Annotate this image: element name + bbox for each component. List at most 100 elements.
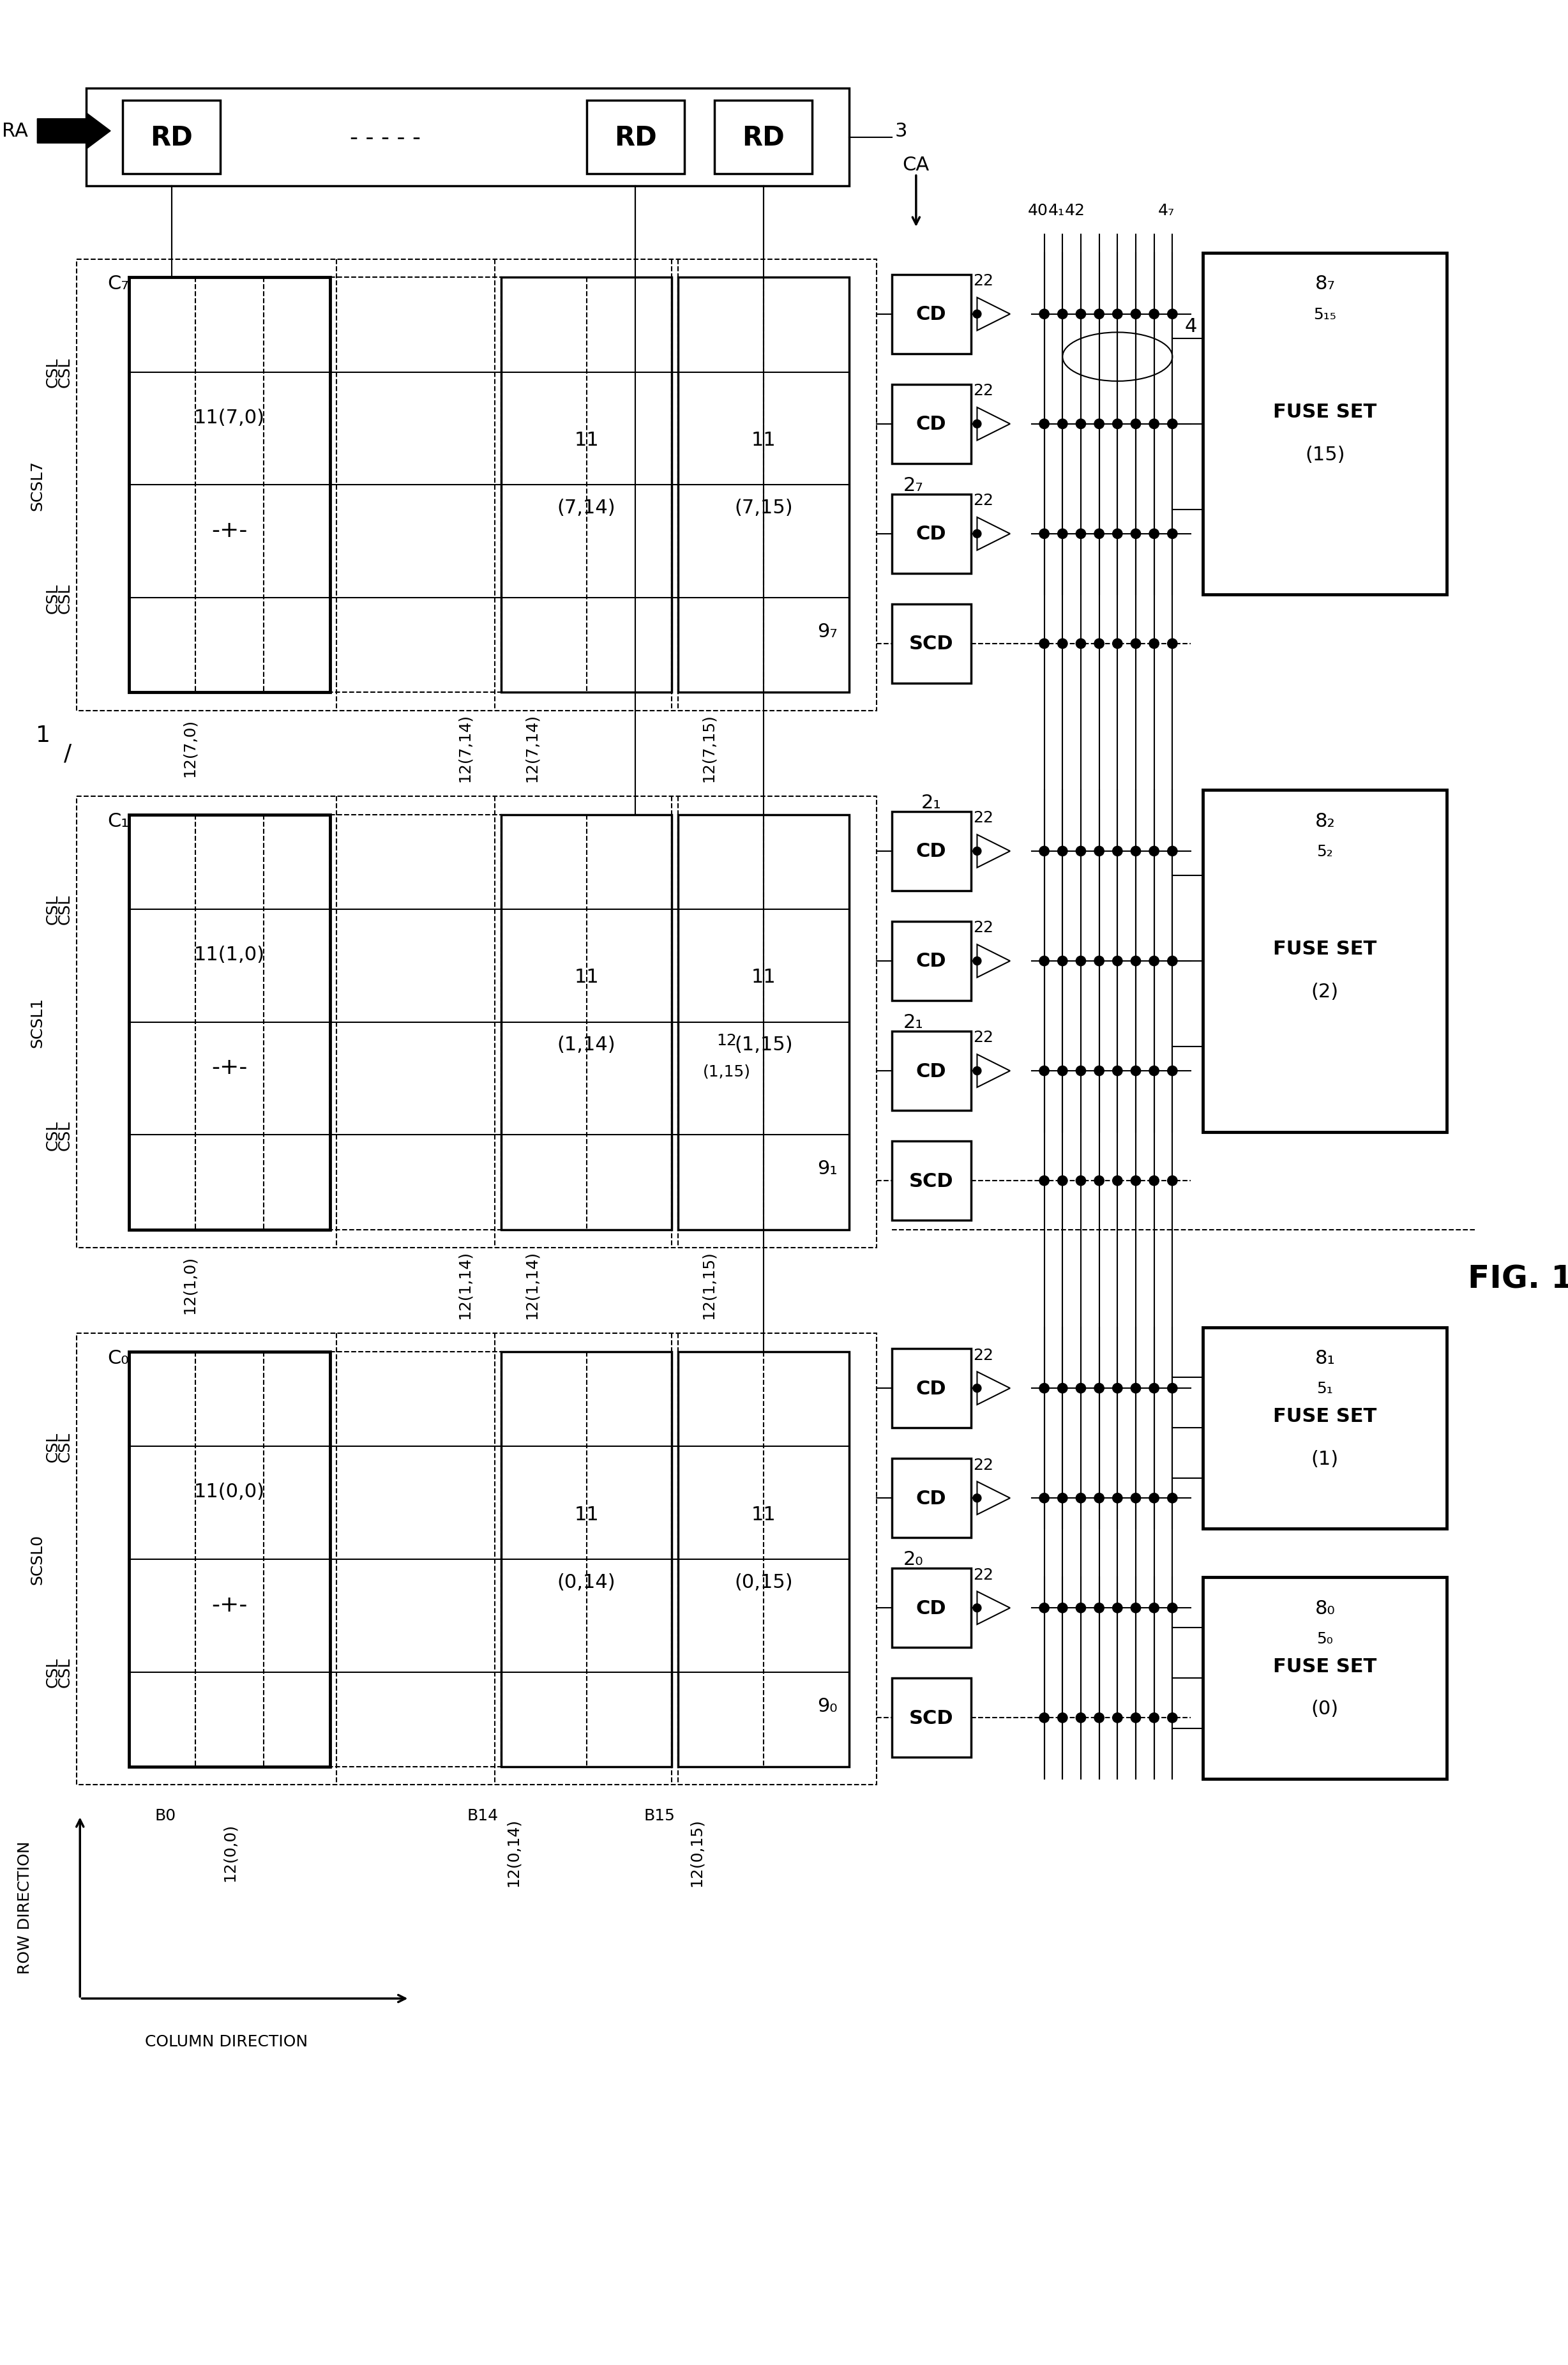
Circle shape [1149, 1603, 1159, 1613]
Bar [129, 816, 331, 1230]
Text: 22: 22 [974, 1348, 994, 1362]
Polygon shape [977, 407, 1010, 440]
Circle shape [1058, 1603, 1068, 1613]
Text: 12(1,0): 12(1,0) [182, 1256, 198, 1315]
Circle shape [1131, 1712, 1140, 1722]
Circle shape [1168, 1384, 1178, 1393]
Text: 2₁: 2₁ [922, 792, 941, 811]
Circle shape [1168, 847, 1178, 856]
Circle shape [1168, 955, 1178, 967]
Circle shape [1131, 1067, 1140, 1076]
Bar [892, 385, 971, 464]
Text: 4: 4 [1184, 317, 1196, 336]
FancyArrow shape [38, 114, 110, 149]
Text: CD: CD [916, 525, 947, 544]
Text: CSL: CSL [56, 357, 72, 388]
Circle shape [1094, 1712, 1104, 1722]
Text: 22: 22 [974, 383, 994, 397]
Circle shape [1168, 530, 1178, 539]
Circle shape [1149, 955, 1159, 967]
Text: 5₁₅: 5₁₅ [1314, 307, 1336, 322]
Circle shape [1058, 847, 1068, 856]
Circle shape [1040, 1067, 1049, 1076]
Bar [1203, 1577, 1447, 1778]
Bar [331, 279, 502, 693]
Text: C₁: C₁ [108, 811, 129, 830]
Circle shape [1076, 1384, 1085, 1393]
Text: FUSE SET: FUSE SET [1273, 1407, 1377, 1426]
Circle shape [1149, 419, 1159, 428]
Text: 2₁: 2₁ [903, 1012, 924, 1031]
Circle shape [1168, 419, 1178, 428]
Bar [892, 1348, 971, 1428]
Bar [122, 102, 221, 175]
Text: 12: 12 [717, 1034, 737, 1048]
Text: 22: 22 [974, 811, 994, 825]
Text: CD: CD [916, 1062, 947, 1081]
Circle shape [1149, 1492, 1159, 1504]
Circle shape [1040, 310, 1049, 319]
Circle shape [974, 310, 982, 319]
Circle shape [1076, 1492, 1085, 1504]
Text: CSL: CSL [45, 584, 60, 613]
Text: 22: 22 [974, 1457, 994, 1473]
Circle shape [974, 1495, 982, 1502]
Text: 5₀: 5₀ [1317, 1632, 1333, 1646]
Bar [502, 1353, 673, 1767]
Text: SCD: SCD [909, 1708, 953, 1726]
Text: 11(0,0): 11(0,0) [194, 1483, 265, 1502]
Polygon shape [977, 518, 1010, 551]
Text: 4₇: 4₇ [1159, 203, 1174, 218]
Bar [677, 1353, 848, 1767]
Text: (15): (15) [1305, 445, 1345, 464]
Bar [1203, 790, 1447, 1133]
Polygon shape [977, 1592, 1010, 1625]
Text: 40: 40 [1029, 203, 1049, 218]
Circle shape [1058, 1384, 1068, 1393]
Circle shape [1058, 1492, 1068, 1504]
Text: 11: 11 [574, 1504, 599, 1523]
Circle shape [1094, 639, 1104, 648]
Polygon shape [977, 1483, 1010, 1514]
Circle shape [1113, 530, 1123, 539]
Circle shape [1094, 1175, 1104, 1185]
Circle shape [1094, 1603, 1104, 1613]
Polygon shape [977, 298, 1010, 331]
Circle shape [1094, 1067, 1104, 1076]
Circle shape [1058, 310, 1068, 319]
Text: 5₁: 5₁ [1317, 1381, 1333, 1395]
Circle shape [1076, 1175, 1085, 1185]
Text: CSL: CSL [56, 584, 72, 613]
Text: 8₁: 8₁ [1316, 1348, 1334, 1367]
Text: (0,14): (0,14) [557, 1573, 616, 1592]
Circle shape [1168, 1712, 1178, 1722]
Text: (1,15): (1,15) [702, 1064, 751, 1078]
Text: (0,15): (0,15) [734, 1573, 793, 1592]
Circle shape [1149, 310, 1159, 319]
Circle shape [1149, 1175, 1159, 1185]
Circle shape [1094, 530, 1104, 539]
Bar [77, 260, 877, 712]
Text: (0): (0) [1311, 1700, 1339, 1717]
Circle shape [1149, 1712, 1159, 1722]
Circle shape [1168, 1067, 1178, 1076]
Circle shape [1058, 419, 1068, 428]
Text: C₇: C₇ [108, 274, 129, 293]
Bar [77, 1334, 877, 1786]
Bar [892, 274, 971, 355]
Text: 12(0,14): 12(0,14) [505, 1819, 521, 1887]
Bar [892, 494, 971, 575]
Circle shape [1076, 1603, 1085, 1613]
Text: 8₂: 8₂ [1316, 811, 1334, 830]
Text: CD: CD [916, 953, 947, 970]
Text: CD: CD [916, 1379, 947, 1398]
Text: 11: 11 [574, 967, 599, 986]
Text: CD: CD [916, 305, 947, 324]
Bar [1203, 253, 1447, 596]
Text: (1): (1) [1311, 1450, 1339, 1469]
Circle shape [1113, 419, 1123, 428]
Circle shape [1113, 1067, 1123, 1076]
Text: 8₇: 8₇ [1316, 274, 1334, 293]
Circle shape [974, 847, 982, 856]
Text: 11: 11 [574, 430, 599, 449]
